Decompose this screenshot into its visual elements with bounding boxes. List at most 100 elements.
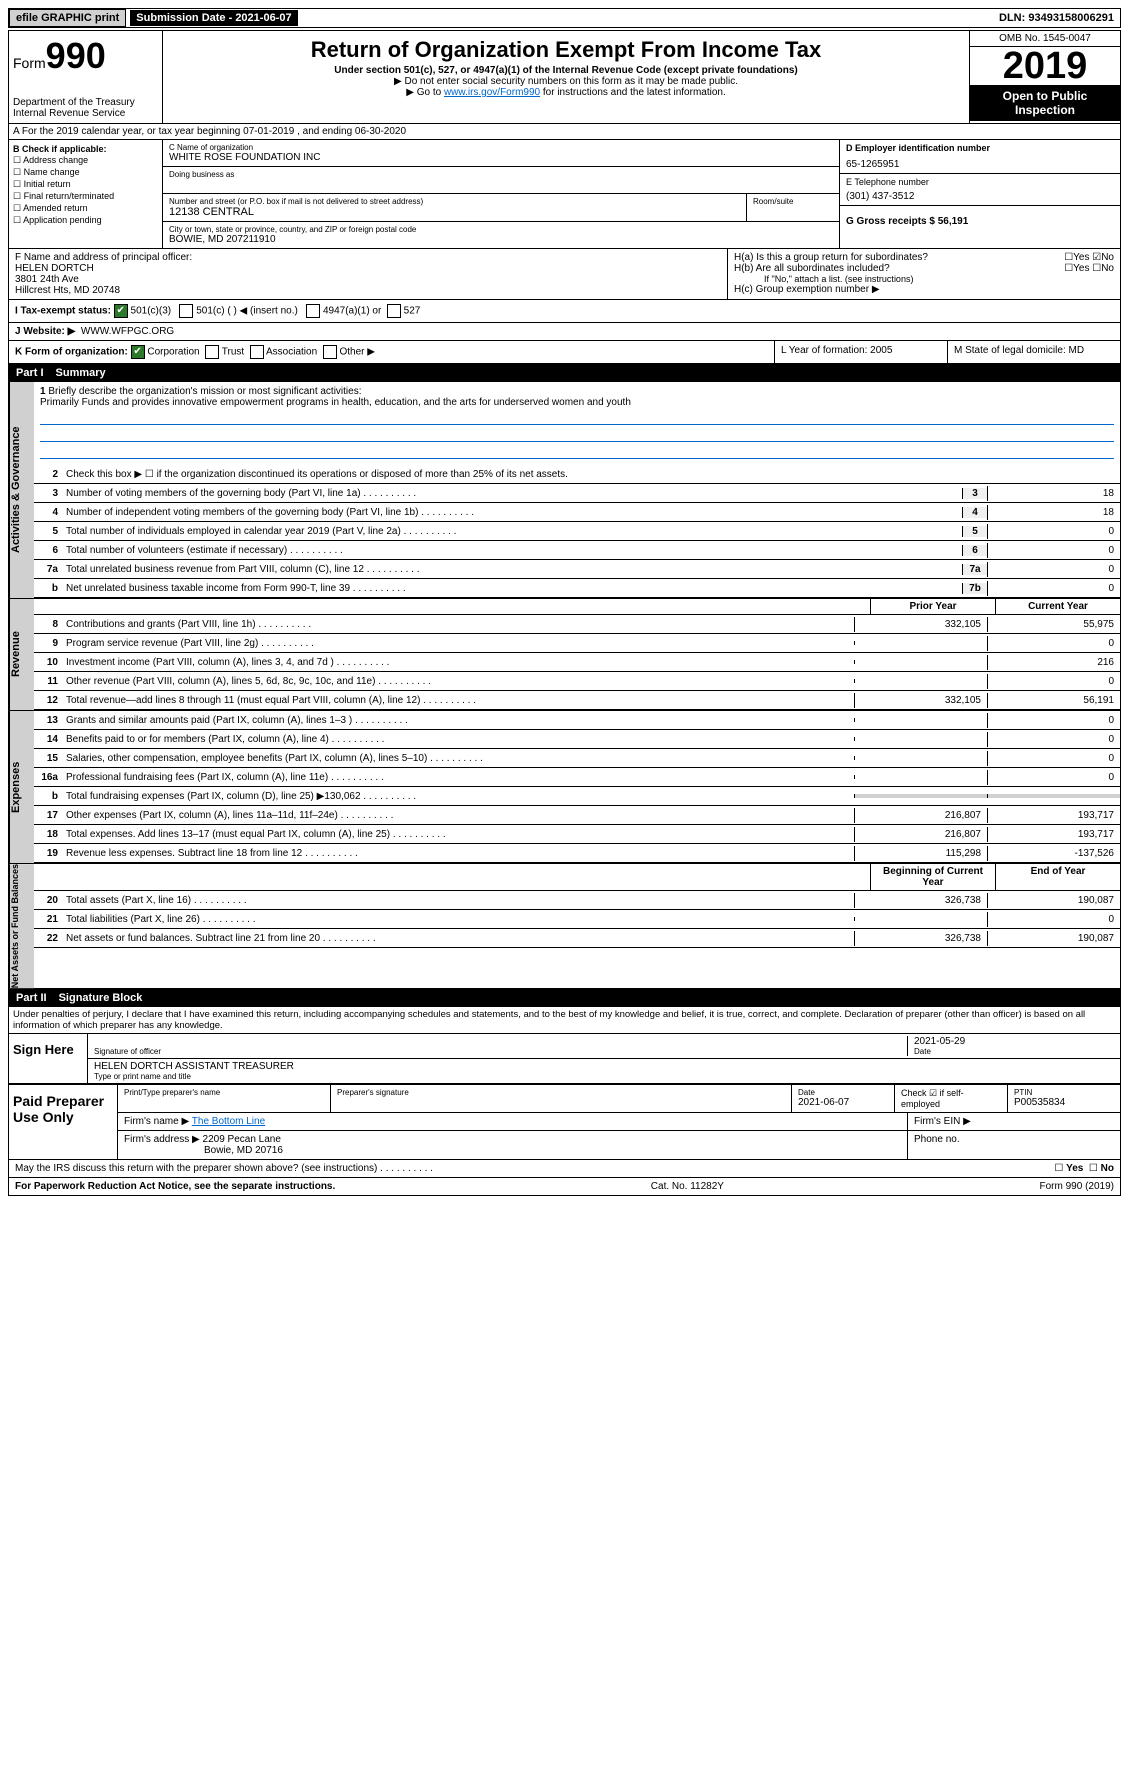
exp-lines-18: 18Total expenses. Add lines 13–17 (must … [34, 825, 1120, 844]
firm-addr: 2209 Pecan Lane [203, 1134, 281, 1145]
website-value: WWW.WFPGC.ORG [81, 326, 174, 337]
firm-name[interactable]: The Bottom Line [192, 1116, 265, 1127]
part2-label: Part II [16, 992, 47, 1004]
checkbox-501c3[interactable]: ✔ [114, 304, 128, 318]
firm-addr-label: Firm's address ▶ [124, 1134, 200, 1145]
form-header: Form990 Department of the Treasury Inter… [8, 30, 1121, 124]
dln: DLN: 93493158006291 [993, 10, 1120, 26]
dba-label: Doing business as [169, 170, 833, 179]
exp-lines-17: 17Other expenses (Part IX, column (A), l… [34, 806, 1120, 825]
exp-lines-13: 13Grants and similar amounts paid (Part … [34, 711, 1120, 730]
ptin-label: PTIN [1014, 1088, 1114, 1097]
main-info-grid: B Check if applicable: ☐ Address change☐… [8, 140, 1121, 249]
ein-value: 65-1265951 [846, 159, 1114, 170]
checkbox-4947[interactable] [306, 304, 320, 318]
hdr-prior: Prior Year [870, 599, 995, 614]
gov-line-6: 6Total number of volunteers (estimate if… [34, 541, 1120, 560]
line1-label: Briefly describe the organization's miss… [48, 386, 361, 397]
h-c-label: H(c) Group exemption number ▶ [734, 284, 1114, 295]
rev-lines-9: 9Program service revenue (Part VIII, lin… [34, 634, 1120, 653]
prep-sig-label: Preparer's signature [337, 1088, 785, 1097]
form-subtitle: Under section 501(c), 527, or 4947(a)(1)… [167, 65, 965, 76]
tax-status-label: I Tax-exempt status: [15, 306, 111, 317]
hdr-begin: Beginning of Current Year [870, 864, 995, 890]
org-name: WHITE ROSE FOUNDATION INC [169, 152, 833, 163]
gross-receipts: G Gross receipts $ 56,191 [846, 216, 968, 227]
form-prefix: Form [13, 55, 46, 71]
org-name-label: C Name of organization [169, 143, 833, 152]
checkbox-initial-return[interactable]: ☐ Initial return [13, 179, 158, 190]
gov-line-2: 2Check this box ▶ ☐ if the organization … [34, 465, 1120, 484]
perjury-text: Under penalties of perjury, I declare th… [8, 1007, 1121, 1034]
officer-h-row: F Name and address of principal officer:… [8, 249, 1121, 300]
city-label: City or town, state or province, country… [169, 225, 833, 234]
footer-paperwork: For Paperwork Reduction Act Notice, see … [15, 1181, 335, 1192]
opt-other: Other ▶ [339, 347, 374, 358]
checkbox-corp[interactable]: ✔ [131, 345, 145, 359]
note-goto-post: for instructions and the latest informat… [540, 87, 726, 98]
firm-addr2: Bowie, MD 20716 [124, 1145, 283, 1156]
opt-501c3: 501(c)(3) [131, 306, 172, 317]
part1-label: Part I [16, 367, 44, 379]
gov-line-4: 4Number of independent voting members of… [34, 503, 1120, 522]
street-address: 12138 CENTRAL [169, 206, 740, 218]
exp-lines-14: 14Benefits paid to or for members (Part … [34, 730, 1120, 749]
opt-527: 527 [404, 306, 421, 317]
h-b-note: If "No," attach a list. (see instruction… [734, 274, 1114, 284]
sign-here-label: Sign Here [9, 1034, 88, 1083]
exp-lines-b: bTotal fundraising expenses (Part IX, co… [34, 787, 1120, 806]
gov-line-b: bNet unrelated business taxable income f… [34, 579, 1120, 598]
part2-header: Part II Signature Block [8, 989, 1121, 1007]
vtab-netassets: Net Assets or Fund Balances [9, 864, 34, 988]
footer-catno: Cat. No. 11282Y [651, 1181, 724, 1192]
opt-4947: 4947(a)(1) or [323, 306, 381, 317]
checkbox-application-pending[interactable]: ☐ Application pending [13, 215, 158, 226]
exp-lines-19: 19Revenue less expenses. Subtract line 1… [34, 844, 1120, 863]
irs-link[interactable]: www.irs.gov/Form990 [444, 87, 540, 98]
net-lines-22: 22Net assets or fund balances. Subtract … [34, 929, 1120, 948]
city-state-zip: BOWIE, MD 207211910 [169, 234, 833, 245]
checkbox-name-change[interactable]: ☐ Name change [13, 167, 158, 178]
state-domicile: M State of legal domicile: MD [948, 341, 1120, 363]
prep-name-label: Print/Type preparer's name [124, 1088, 324, 1097]
submission-date: Submission Date - 2021-06-07 [130, 10, 297, 26]
row-a-tax-year: A For the 2019 calendar year, or tax yea… [8, 124, 1121, 140]
firm-name-label: Firm's name ▶ [124, 1116, 189, 1127]
checkbox-address-change[interactable]: ☐ Address change [13, 155, 158, 166]
gov-line-3: 3Number of voting members of the governi… [34, 484, 1120, 503]
rev-lines-11: 11Other revenue (Part VIII, column (A), … [34, 672, 1120, 691]
top-bar: efile GRAPHIC print Submission Date - 20… [8, 8, 1121, 28]
dept-label: Department of the Treasury Internal Reve… [13, 97, 158, 119]
footer-form: Form 990 (2019) [1040, 1181, 1114, 1192]
efile-button[interactable]: efile GRAPHIC print [9, 9, 126, 27]
note-ssn: ▶ Do not enter social security numbers o… [167, 76, 965, 87]
checkbox-527[interactable] [387, 304, 401, 318]
line1-num: 1 [40, 386, 46, 397]
phone-no-label: Phone no. [908, 1131, 1120, 1159]
opt-501c: 501(c) ( ) ◀ (insert no.) [196, 306, 298, 317]
officer-addr2: Hillcrest Hts, MD 20748 [15, 285, 721, 296]
sig-date: 2021-05-29 [914, 1036, 1114, 1047]
checkbox-trust[interactable] [205, 345, 219, 359]
checkbox-other[interactable] [323, 345, 337, 359]
checkbox-amended-return[interactable]: ☐ Amended return [13, 203, 158, 214]
officer-addr1: 3801 24th Ave [15, 274, 721, 285]
checkbox-final-return-terminated[interactable]: ☐ Final return/terminated [13, 191, 158, 202]
h-b-label: H(b) Are all subordinates included? [734, 263, 890, 274]
part2-title: Signature Block [59, 992, 143, 1004]
paid-prep-label: Paid Preparer Use Only [9, 1085, 118, 1159]
self-employed-check[interactable]: Check ☑ if self-employed [895, 1085, 1008, 1112]
sig-name: HELEN DORTCH ASSISTANT TREASURER [94, 1061, 294, 1072]
firm-ein-label: Firm's EIN ▶ [908, 1113, 1120, 1130]
checkbox-assoc[interactable] [250, 345, 264, 359]
vtab-expenses: Expenses [9, 711, 34, 863]
year-formation: L Year of formation: 2005 [775, 341, 948, 363]
exp-lines-15: 15Salaries, other compensation, employee… [34, 749, 1120, 768]
prep-date-label: Date [798, 1088, 888, 1097]
gov-line-5: 5Total number of individuals employed in… [34, 522, 1120, 541]
exp-lines-16a: 16aProfessional fundraising fees (Part I… [34, 768, 1120, 787]
sig-date-caption: Date [914, 1047, 1114, 1056]
tax-status-row: I Tax-exempt status: ✔ 501(c)(3) 501(c) … [8, 300, 1121, 323]
checkbox-501c[interactable] [179, 304, 193, 318]
note-goto-pre: ▶ Go to [406, 87, 444, 98]
